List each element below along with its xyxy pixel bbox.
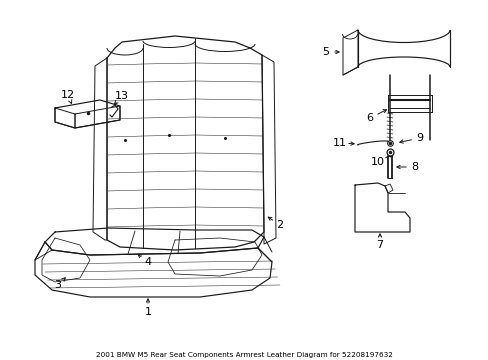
Text: 13: 13 bbox=[115, 91, 129, 101]
Text: 12: 12 bbox=[61, 90, 75, 100]
Text: 6: 6 bbox=[366, 113, 373, 123]
Text: 2: 2 bbox=[276, 220, 283, 230]
Text: 4: 4 bbox=[144, 257, 151, 267]
Text: 10: 10 bbox=[370, 157, 384, 167]
Text: 5: 5 bbox=[322, 47, 329, 57]
Text: 9: 9 bbox=[416, 133, 423, 143]
Text: 11: 11 bbox=[332, 138, 346, 148]
Text: 2001 BMW M5 Rear Seat Components Armrest Leather Diagram for 52208197632: 2001 BMW M5 Rear Seat Components Armrest… bbox=[95, 352, 392, 358]
Text: 3: 3 bbox=[54, 280, 61, 290]
Text: 7: 7 bbox=[376, 240, 383, 250]
Text: 8: 8 bbox=[410, 162, 418, 172]
Text: 1: 1 bbox=[144, 307, 151, 317]
